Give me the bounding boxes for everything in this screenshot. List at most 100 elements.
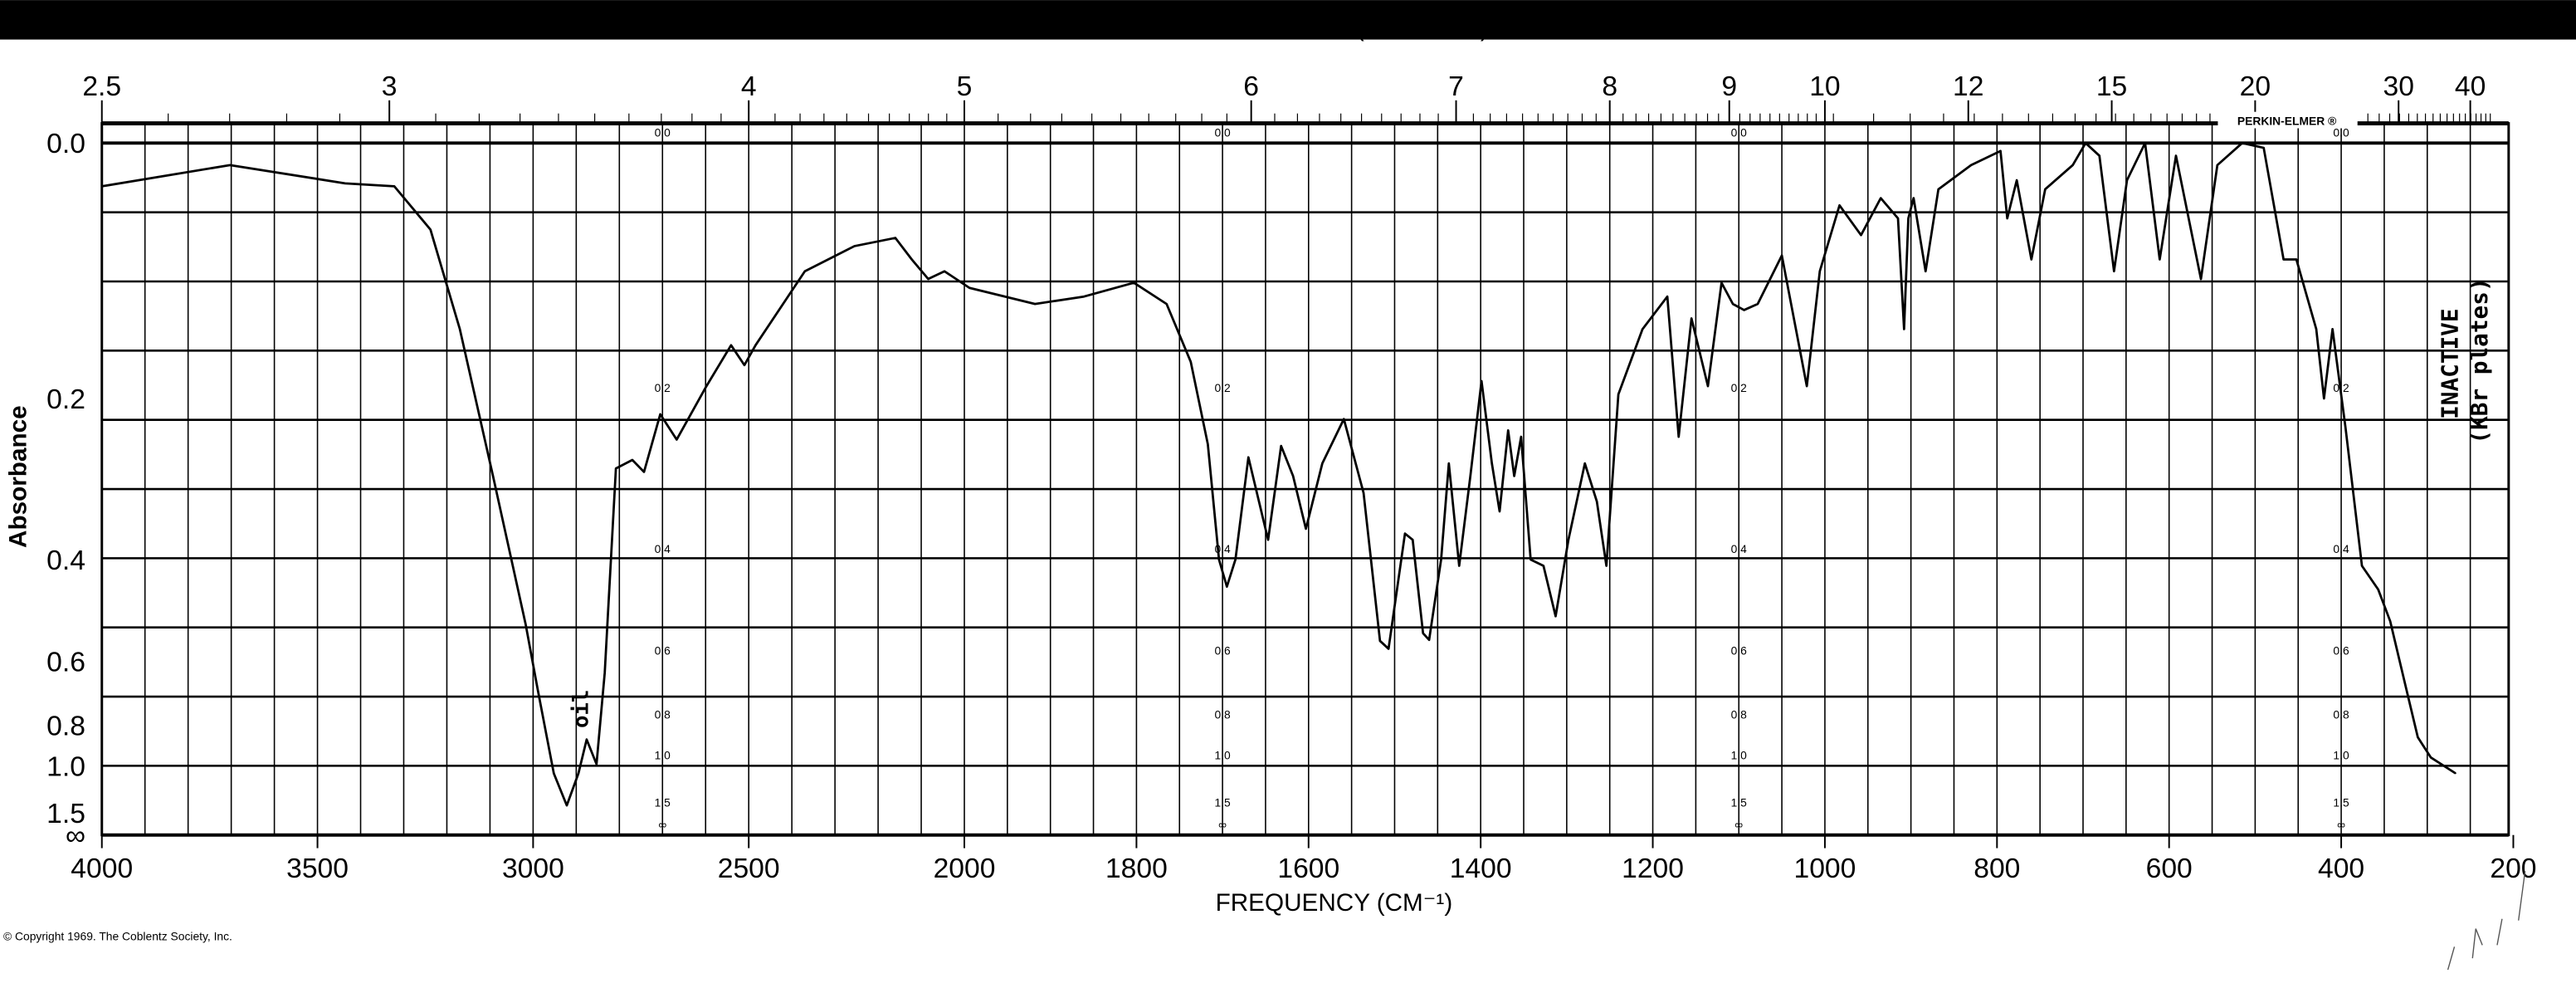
inner-scale-label: 0.2 <box>1214 381 1230 394</box>
data-point <box>1083 296 1085 298</box>
data-point <box>744 364 745 366</box>
x-axis-title: FREQUENCY (CM⁻¹) <box>1216 889 1453 917</box>
data-point <box>603 672 606 674</box>
inner-scale-label: ∞ <box>2337 818 2345 831</box>
y-tick-label: ∞ <box>66 821 85 852</box>
data-point <box>2159 258 2161 261</box>
wavelength-tick-label: 6 <box>1243 71 1259 102</box>
data-point <box>2455 772 2456 775</box>
data-point <box>459 328 461 330</box>
frequency-axis: 4000 3500 3000 2500 2000 1800 1600 1400 1200 1000… <box>71 834 2537 884</box>
spectrum-line <box>101 141 2456 807</box>
data-point <box>393 185 395 188</box>
data-point <box>2016 179 2017 181</box>
data-point <box>1720 281 1723 284</box>
data-point <box>1481 380 1482 382</box>
data-point <box>705 385 708 387</box>
data-point <box>1412 539 1414 541</box>
data-point <box>1897 218 1899 219</box>
data-point <box>895 237 896 239</box>
data-point <box>1247 457 1249 458</box>
oil-annotation: oil <box>569 690 594 728</box>
y-tick-label: 1.0 <box>46 751 85 782</box>
inner-scale-label: ∞ <box>658 818 666 831</box>
data-point <box>1448 462 1450 464</box>
data-point <box>2323 398 2325 399</box>
data-point <box>1596 501 1598 502</box>
data-point <box>537 689 539 692</box>
data-point <box>1925 270 1927 272</box>
data-point <box>2175 154 2177 157</box>
data-point <box>1520 436 1522 438</box>
wavelength-tick-label: 4 <box>741 71 757 102</box>
inner-scale-label: 0.8 <box>655 708 671 721</box>
inner-scale-label: 0.0 <box>1214 125 1231 139</box>
y-tick-label: 0.2 <box>46 384 85 415</box>
data-point <box>2200 278 2202 280</box>
series-group <box>100 141 2456 807</box>
data-point <box>1490 462 1493 464</box>
data-point <box>1034 303 1036 306</box>
data-point <box>803 270 806 272</box>
data-point <box>1999 150 2002 152</box>
data-point <box>2344 427 2347 428</box>
wavelength-tick-label: 15 <box>2096 71 2127 102</box>
x-tick-label: 400 <box>2318 853 2364 884</box>
handwritten-mark <box>2447 871 2526 971</box>
data-point <box>1860 234 1862 236</box>
data-point <box>2406 689 2408 692</box>
inner-scale-label: 1.5 <box>655 795 671 809</box>
y-tick-label: 0.4 <box>46 545 85 576</box>
data-point <box>1133 281 1135 284</box>
data-point <box>632 459 633 461</box>
inner-scale-label: 0.6 <box>1214 643 1231 657</box>
data-point <box>1690 317 1693 320</box>
data-point <box>1404 532 1406 535</box>
data-point <box>1838 204 1841 207</box>
data-point <box>1732 303 1734 306</box>
data-point <box>1907 218 1910 219</box>
x-tick-label: 1400 <box>1450 853 1512 884</box>
x-tick-label: 3500 <box>286 853 349 884</box>
data-point <box>944 270 945 272</box>
wavelength-tick-label: 9 <box>1721 71 1737 102</box>
inner-scale-label: 0.8 <box>1731 708 1748 721</box>
data-point <box>615 467 617 470</box>
data-point <box>2044 188 2047 190</box>
data-point <box>586 738 588 741</box>
data-point <box>2126 179 2128 181</box>
data-point <box>1605 565 1608 567</box>
data-point <box>1189 360 1192 363</box>
data-point <box>1642 328 1643 330</box>
data-point <box>754 344 757 346</box>
inner-scale-label: 0.2 <box>1731 381 1747 394</box>
data-point <box>1666 296 1668 298</box>
top-black-band <box>0 0 2576 40</box>
x-tick-label: 800 <box>1973 853 2020 884</box>
inner-scale-label: ∞ <box>1218 818 1227 831</box>
data-point <box>2113 270 2115 272</box>
x-tick-label: 1600 <box>1277 853 1339 884</box>
data-point <box>2098 154 2100 157</box>
data-point <box>643 471 645 473</box>
inner-scale-label: 0.0 <box>1731 125 1748 139</box>
plot-frame <box>100 122 2510 837</box>
inner-scale-label: 0.4 <box>2333 542 2349 555</box>
inner-scale-labels: 0.0 0.2 0.4 0.6 0.8 1.0 1.5 ∞ 0.0 0.2 0.4 0.6 0.8 1.0… <box>655 125 2349 830</box>
data-point <box>2006 218 2008 219</box>
y-tick-label: 1.5 <box>46 799 85 829</box>
data-point <box>1583 462 1586 464</box>
wavelength-tick-label: 20 <box>2240 71 2271 102</box>
data-point <box>1440 559 1442 560</box>
x-tick-label: 4000 <box>71 853 133 884</box>
data-point <box>595 763 598 765</box>
inner-scale-label: 1.0 <box>1731 748 1748 761</box>
data-point <box>1806 385 1808 387</box>
data-point <box>229 164 231 166</box>
data-point <box>553 772 555 775</box>
inactive-sub-label: (KBr plates) <box>2466 277 2493 443</box>
inner-scale-label: 0.6 <box>2333 643 2349 657</box>
data-point <box>2085 142 2086 144</box>
data-point <box>2282 258 2285 261</box>
